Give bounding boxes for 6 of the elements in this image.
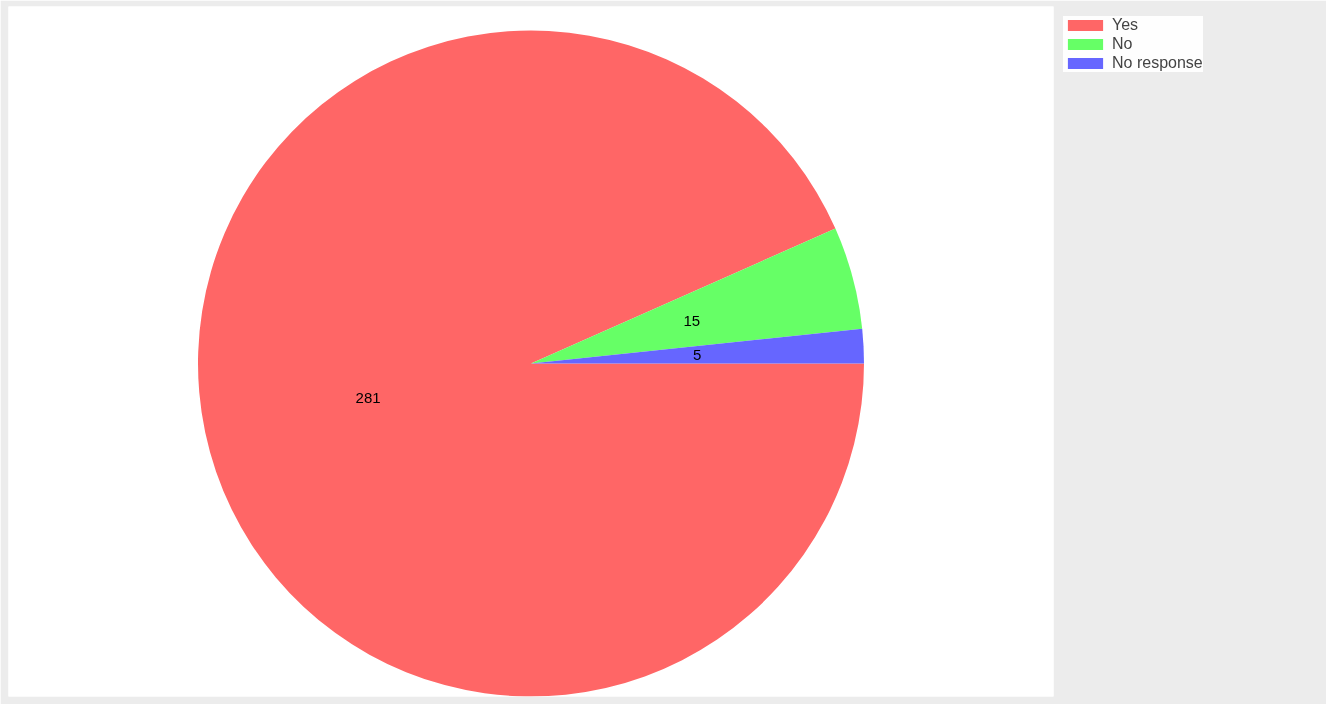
legend-label: No response (1112, 54, 1203, 72)
legend-label: No (1112, 35, 1133, 53)
data-label: 15 (683, 311, 701, 329)
legend-label: Yes (1112, 16, 1139, 34)
data-label: 5 (693, 345, 702, 363)
data-label: 281 (355, 389, 381, 406)
